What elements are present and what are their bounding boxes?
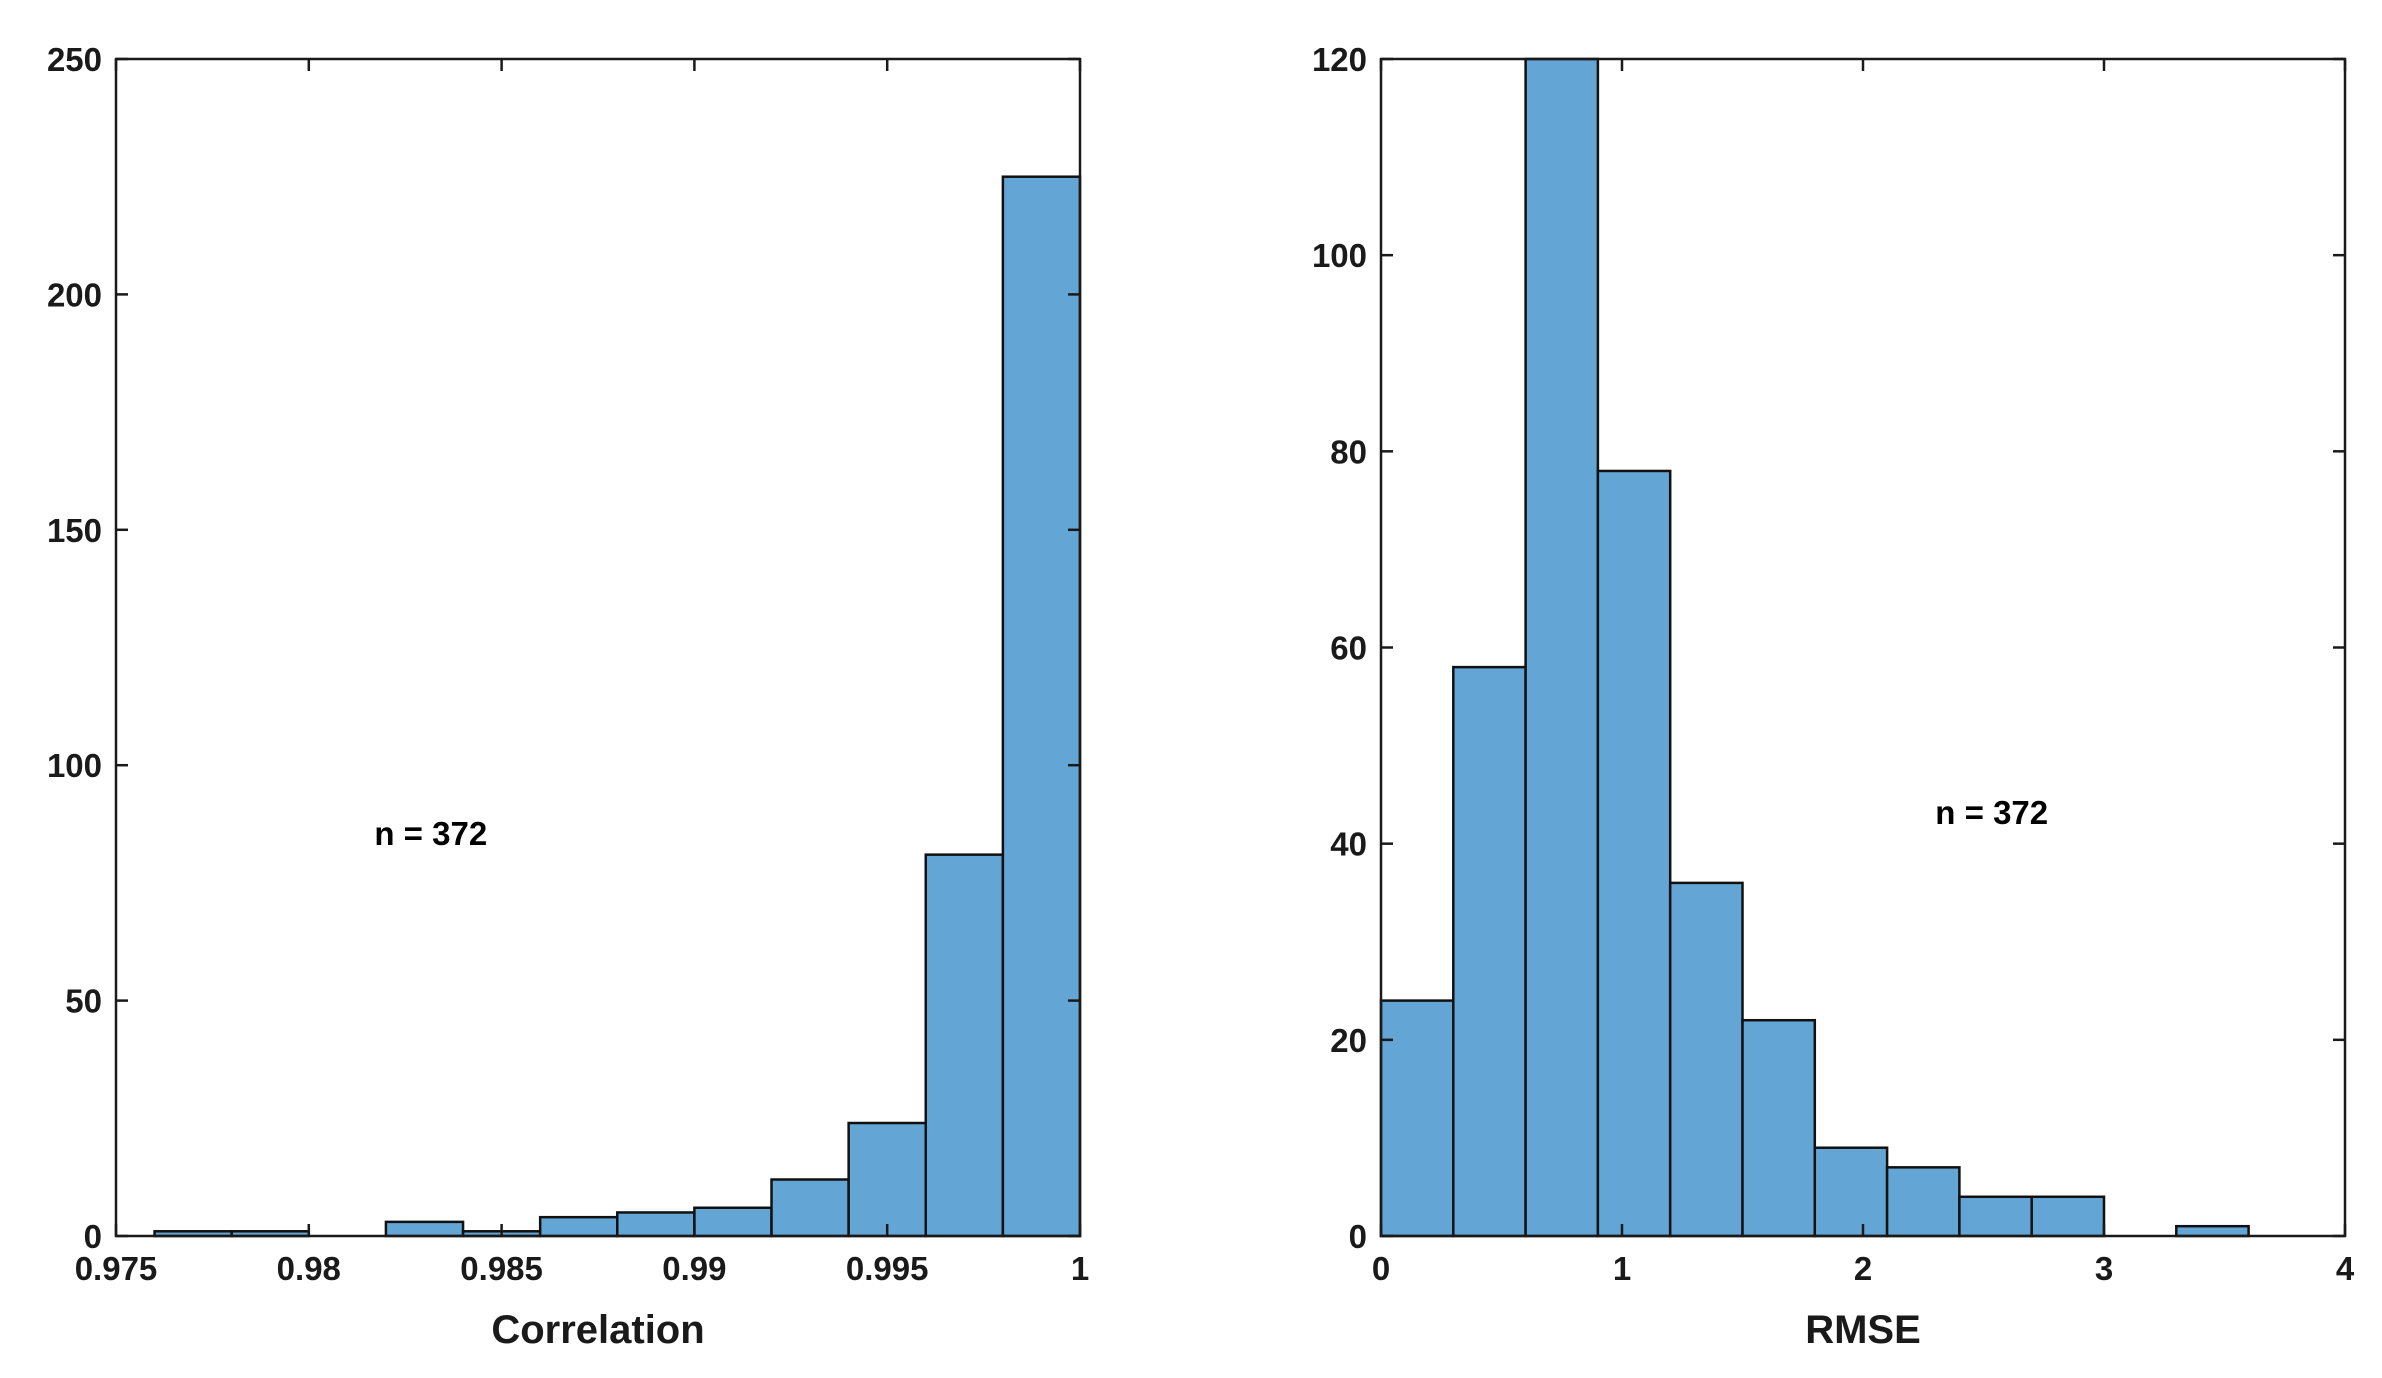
correlation-xtick-label: 0.995 [846,1250,929,1287]
rmse-bar [1668,881,1744,1238]
correlation-ytick-label: 0 [84,1218,102,1255]
correlation-xtick-label: 0.98 [277,1250,341,1287]
correlation-xtick-label: 0.985 [460,1250,543,1287]
rmse-ytick-label: 80 [1330,433,1367,470]
rmse-bar [2030,1195,2106,1238]
rmse-ytick-label: 40 [1330,826,1367,863]
rmse-ytick-label: 20 [1330,1022,1367,1059]
rmse-xtick-label: 4 [2336,1250,2355,1287]
correlation-xtick-label: 0.975 [75,1250,158,1287]
correlation-xtick-label: 0.99 [662,1250,726,1287]
rmse-bar [1813,1146,1889,1238]
rmse-bar [1452,665,1527,1238]
correlation-bar [924,853,1005,1238]
rmse-xtick-label: 1 [1613,1250,1631,1287]
correlation-bar [693,1206,773,1238]
rmse-bar [2175,1224,2250,1238]
rmse-ytick-label: 60 [1330,630,1367,667]
correlation-ytick-label: 150 [47,512,102,549]
rmse-ytick-label: 100 [1312,237,1367,274]
correlation-ytick-label: 100 [47,747,102,784]
rmse-bar [1958,1195,2033,1238]
correlation-ytick-label: 250 [47,41,102,78]
rmse-bar [1596,469,1672,1238]
rmse-ytick-label: 120 [1312,41,1367,78]
correlation-histogram-panel: 0.975 0.98 0.985 0.99 0.995 1 0 50 100 150 200 250 C… [47,41,1089,1352]
rmse-bar [1885,1166,1961,1238]
correlation-bar [1001,175,1082,1238]
correlation-bar [770,1178,850,1238]
correlation-bar [847,1121,928,1238]
correlation-ytick-label: 200 [47,276,102,313]
correlation-annotation: n = 372 [374,815,487,852]
correlation-axes-box [114,57,1082,1238]
correlation-xlabel: Correlation [491,1308,704,1352]
correlation-xtick-label: 1 [1071,1250,1089,1287]
rmse-xtick-label: 0 [1372,1250,1390,1287]
rmse-xtick-label: 2 [1854,1250,1872,1287]
correlation-bar [538,1215,619,1238]
rmse-xlabel: RMSE [1805,1308,1921,1352]
rmse-ytick-label: 0 [1349,1218,1367,1255]
rmse-bar [1741,1018,1817,1238]
rmse-bar [1379,999,1455,1238]
correlation-ytick-label: 50 [65,983,102,1020]
rmse-xtick-label: 3 [2095,1250,2113,1287]
rmse-bar [1524,57,1600,1238]
rmse-annotation: n = 372 [1935,794,2048,831]
correlation-bar [384,1220,465,1238]
correlation-bar [616,1211,696,1238]
